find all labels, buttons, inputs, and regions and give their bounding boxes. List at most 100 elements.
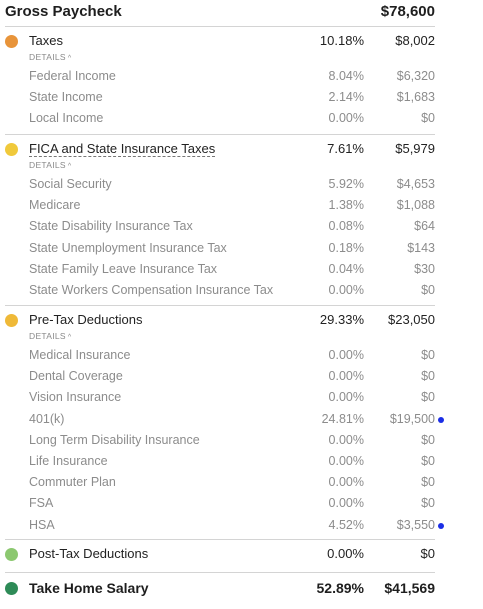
section-takehome-header: Take Home Salary 52.89% $41,569 (0, 577, 483, 599)
section-fica: FICA and State Insurance Taxes 7.61% $5,… (0, 138, 483, 301)
details-label: DETAILS (29, 331, 66, 341)
row-amount: $0 (421, 369, 435, 384)
section-posttax-label: Post-Tax Deductions (29, 546, 149, 561)
row-percent: 0.00% (328, 432, 364, 447)
table-row: HSA 4.52% $3,550 (0, 515, 483, 536)
row-label: Life Insurance (29, 453, 108, 468)
row-label: FSA (29, 496, 54, 511)
row-label: Dental Coverage (29, 369, 123, 384)
row-percent: 0.00% (328, 282, 364, 297)
row-amount: $6,320 (396, 69, 435, 83)
row-amount: $1,088 (396, 198, 435, 213)
table-row: State Income 2.14% $1,683 (0, 87, 483, 108)
indicator-dot-icon (438, 522, 444, 529)
taxes-details-toggle[interactable]: DETAILS ^ (29, 52, 483, 66)
details-label: DETAILS (29, 52, 66, 62)
table-row: Federal Income 8.04% $6,320 (0, 66, 483, 87)
row-percent: 24.81% (321, 411, 364, 426)
row-percent: 0.00% (328, 111, 364, 126)
section-posttax: Post-Tax Deductions 0.00% $0 (0, 543, 483, 565)
pretax-color-dot (5, 314, 18, 327)
row-amount: $0 (421, 475, 435, 490)
section-pretax-percent: 29.33% (319, 312, 364, 327)
table-row: 401(k) 24.81% $19,500 (0, 409, 483, 430)
section-pretax-label: Pre-Tax Deductions (29, 312, 143, 327)
section-pretax-amount: $23,050 (388, 312, 435, 327)
chevron-up-icon: ^ (67, 163, 72, 170)
row-amount: $0 (421, 432, 435, 447)
fica-color-dot (5, 143, 18, 156)
row-percent: 4.52% (328, 517, 364, 532)
section-takehome-amount: $41,569 (384, 580, 435, 596)
row-percent: 0.00% (328, 496, 364, 511)
gross-paycheck-amount: $78,600 (380, 3, 435, 20)
row-percent: 5.92% (328, 177, 364, 191)
row-label: Commuter Plan (29, 475, 116, 490)
row-label: Medical Insurance (29, 348, 131, 362)
row-label: State Unemployment Insurance Tax (29, 240, 227, 255)
section-posttax-percent: 0.00% (327, 546, 364, 561)
row-amount: $1,683 (396, 90, 435, 105)
gross-paycheck-title: Gross Paycheck (5, 3, 122, 20)
posttax-color-dot (5, 548, 18, 561)
row-label: Medicare (29, 198, 81, 213)
section-taxes-label: Taxes (29, 33, 63, 48)
row-percent: 0.08% (328, 219, 364, 234)
section-fica-label[interactable]: FICA and State Insurance Taxes (29, 141, 216, 157)
row-label: HSA (29, 517, 55, 532)
section-taxes-amount: $8,002 (395, 33, 435, 48)
row-label: 401(k) (29, 411, 65, 426)
table-row: State Disability Insurance Tax 0.08% $64 (0, 216, 483, 237)
divider (5, 26, 435, 27)
divider (5, 305, 435, 306)
row-label: Vision Insurance (29, 390, 122, 405)
table-row: Medical Insurance 0.00% $0 (0, 345, 483, 366)
section-pretax: Pre-Tax Deductions 29.33% $23,050 DETAIL… (0, 309, 483, 536)
fica-details-toggle[interactable]: DETAILS ^ (29, 160, 483, 174)
section-takehome-percent: 52.89% (316, 580, 364, 596)
row-percent: 0.00% (328, 348, 364, 362)
row-amount: $0 (421, 348, 435, 362)
row-amount: $30 (414, 261, 435, 276)
table-row: State Workers Compensation Insurance Tax… (0, 280, 483, 301)
row-label: Long Term Disability Insurance (29, 432, 200, 447)
table-row: State Family Leave Insurance Tax 0.04% $… (0, 259, 483, 280)
section-fica-header: FICA and State Insurance Taxes 7.61% $5,… (0, 138, 483, 160)
row-label: State Disability Insurance Tax (29, 219, 193, 234)
table-row: Long Term Disability Insurance 0.00% $0 (0, 430, 483, 451)
pretax-details-toggle[interactable]: DETAILS ^ (29, 331, 483, 345)
section-taxes-header: Taxes 10.18% $8,002 (0, 30, 483, 52)
chevron-up-icon: ^ (67, 334, 72, 341)
row-amount: $0 (421, 453, 435, 468)
takehome-color-dot (5, 582, 18, 595)
section-pretax-header: Pre-Tax Deductions 29.33% $23,050 (0, 309, 483, 331)
divider (5, 572, 435, 573)
row-amount: $64 (414, 219, 435, 234)
section-posttax-header: Post-Tax Deductions 0.00% $0 (0, 543, 483, 565)
row-amount: $0 (421, 111, 435, 126)
row-label: Local Income (29, 111, 104, 126)
row-amount: $0 (421, 282, 435, 297)
row-amount: $19,500 (389, 411, 435, 426)
row-label: State Income (29, 90, 103, 105)
gross-paycheck-header: Gross Paycheck $78,600 (0, 0, 483, 26)
row-label: Federal Income (29, 69, 116, 83)
section-takehome: Take Home Salary 52.89% $41,569 (0, 577, 483, 599)
indicator-dot-icon (438, 416, 444, 423)
row-label: State Workers Compensation Insurance Tax (29, 282, 274, 297)
table-row: Vision Insurance 0.00% $0 (0, 387, 483, 408)
section-fica-amount: $5,979 (395, 141, 435, 156)
section-takehome-label: Take Home Salary (29, 580, 149, 596)
row-label: Social Security (29, 177, 112, 191)
row-percent: 2.14% (328, 90, 364, 105)
row-percent: 0.00% (328, 475, 364, 490)
row-amount: $0 (421, 390, 435, 405)
row-amount: $143 (407, 240, 435, 255)
row-percent: 8.04% (328, 69, 364, 83)
taxes-color-dot (5, 35, 18, 48)
table-row: Local Income 0.00% $0 (0, 108, 483, 129)
row-percent: 0.00% (328, 453, 364, 468)
row-label: State Family Leave Insurance Tax (29, 261, 218, 276)
row-amount: $4,653 (396, 177, 435, 191)
section-fica-percent: 7.61% (327, 141, 364, 156)
